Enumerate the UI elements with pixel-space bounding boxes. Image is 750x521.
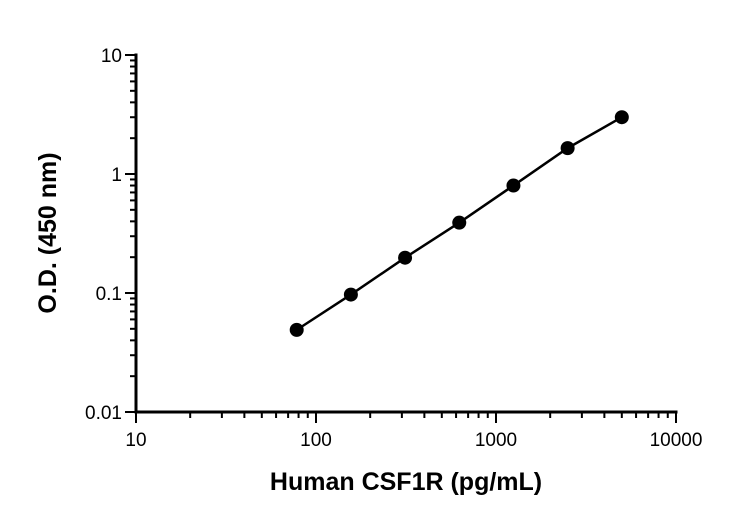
x-axis-title: Human CSF1R (pg/mL) bbox=[270, 468, 542, 496]
y-tick-label: 0.1 bbox=[96, 284, 122, 305]
data-point bbox=[506, 178, 521, 193]
y-axis-title: O.D. (450 nm) bbox=[34, 152, 62, 313]
data-point bbox=[452, 215, 467, 230]
minor-ticks bbox=[130, 59, 669, 418]
x-tick-label: 1000 bbox=[475, 430, 517, 451]
data-point bbox=[560, 141, 575, 156]
data-point bbox=[614, 110, 629, 125]
y-tick-label: 1 bbox=[111, 165, 122, 186]
data-point bbox=[289, 322, 304, 337]
data-point bbox=[398, 250, 413, 265]
x-tick-label: 10 bbox=[125, 430, 146, 451]
series bbox=[289, 110, 629, 337]
x-tick-label: 100 bbox=[300, 430, 332, 451]
tick-labels: 10 100 1000 10000 0.01 0.1 1 10 bbox=[85, 46, 702, 451]
x-tick-label: 10000 bbox=[650, 430, 703, 451]
y-tick-label: 10 bbox=[101, 46, 122, 67]
major-ticks bbox=[125, 54, 677, 423]
y-tick-label: 0.01 bbox=[85, 403, 122, 424]
data-point bbox=[343, 287, 358, 302]
